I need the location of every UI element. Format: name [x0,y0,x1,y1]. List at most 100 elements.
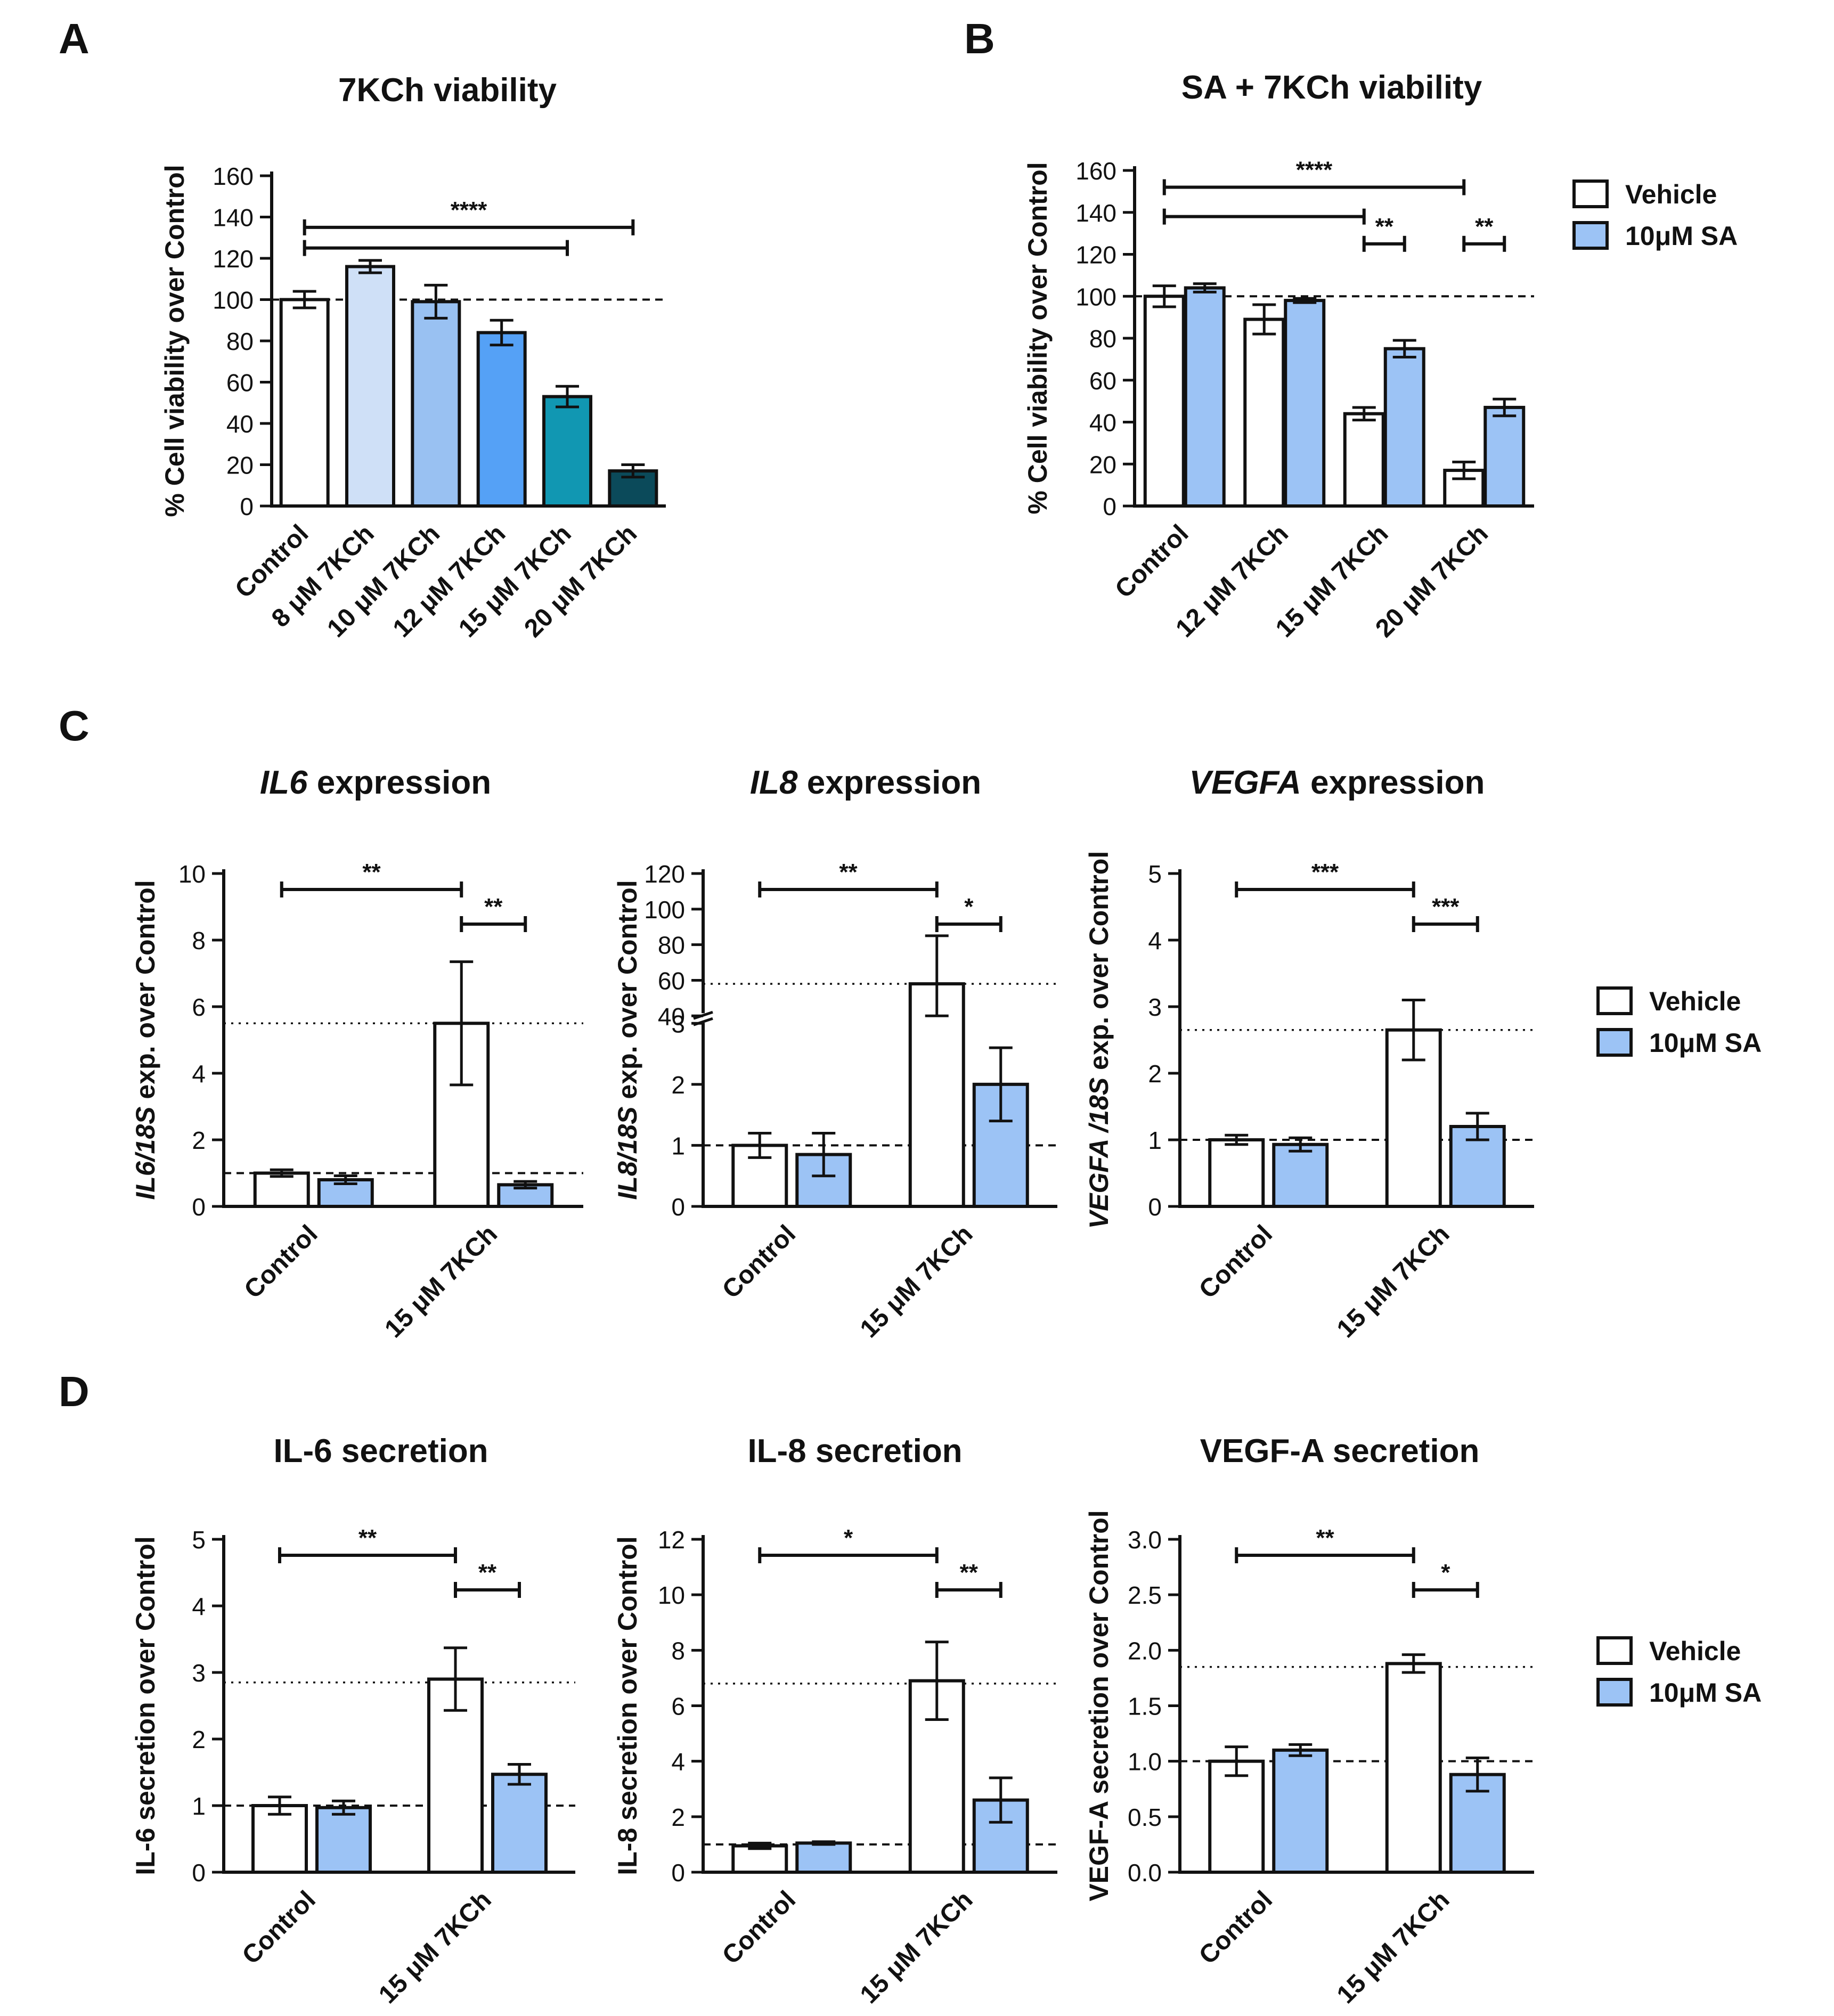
y-tick-label: 20 [1089,451,1116,478]
legend-label-sa: 10μM SA [1649,1678,1762,1708]
y-tick-label: 2.5 [1128,1581,1162,1609]
y-tick-label: 0 [671,1859,685,1887]
y-tick-label: 12 [658,1526,685,1554]
y-tick-label: 2.0 [1128,1637,1162,1664]
y-tick-label: 2 [671,1803,685,1831]
y-tick-label: 0 [1103,493,1116,520]
bar-sa-0 [795,1841,852,1874]
y-tick-label: 8 [671,1637,685,1664]
legend-c: Vehicle 10μM SA [1596,986,1762,1058]
bar-vehicle-2 [1343,412,1385,508]
chart-title-text: expression [307,764,491,801]
y-tick-label: 4 [671,1748,685,1776]
y-tick-label: 40 [1089,409,1116,437]
y-axis-label-gene: IL8/18S [613,1106,642,1199]
chart-title-text: expression [797,764,981,801]
legend-label-vehicle: Vehicle [1649,1636,1741,1666]
chart-title: SA + 7KCh viability [1181,69,1482,106]
y-axis-label-gene: VEGFA /18S [1084,1078,1114,1229]
y-tick-label: 2 [671,1071,685,1099]
legend-b: Vehicle 10μM SA [1572,179,1738,251]
chart-title: IL8 expression [750,764,981,801]
chart-title-gene: IL8 [750,764,798,801]
significance-label: **** [451,197,487,223]
y-tick-label: 2 [192,1127,206,1154]
legend-swatch-sa [1596,1028,1633,1057]
legend-swatch-sa [1572,221,1609,250]
y-tick-label: 8 [192,927,206,954]
y-tick-label: 100 [213,287,254,314]
bar-vehicle-1 [908,982,965,1209]
chart-4: VEGFA expression VEGFA /18S exp. over Con… [1084,764,1534,1343]
y-tick-label: 120 [213,245,254,273]
bar-vehicle-0 [253,1171,310,1208]
y-tick-label: 160 [1075,157,1116,185]
bar-sa-3 [1483,405,1526,508]
y-tick-label: 60 [1089,367,1116,395]
y-tick-label: 140 [1075,199,1116,227]
y-tick-label: 3 [1148,993,1162,1021]
significance-label: * [844,1525,853,1551]
bar-sa-2 [1383,347,1425,508]
y-tick-label: 10 [178,860,206,888]
chart-title: VEGF-A secretion [1200,1433,1480,1470]
chart-title-gene: VEGFA [1189,764,1301,801]
significance-label: ** [960,1560,979,1586]
y-tick-label: 20 [226,452,254,479]
legend-label-vehicle: Vehicle [1625,179,1717,209]
y-axis-label-text: exp. over Control [613,880,642,1106]
significance-label: ** [1475,214,1494,240]
y-axis-label-text: exp. over Control [1084,851,1114,1078]
panel-letter-C: C [59,702,89,749]
bar-vehicle-0 [251,1804,308,1874]
chart-title: VEGFA expression [1189,764,1485,801]
y-tick-label: 1.5 [1128,1693,1162,1720]
y-tick-label: 0 [192,1193,206,1221]
chart-title-text: expression [1301,764,1485,801]
significance-label: ** [362,859,381,885]
significance-label: ** [358,1525,377,1551]
y-axis-label: IL-6 secretion over Control [131,1536,160,1875]
y-tick-label: 0.0 [1128,1859,1162,1887]
panel-letter-B: B [964,15,995,62]
significance-label: * [1441,1560,1450,1586]
y-tick-label: 4 [192,1060,206,1088]
y-tick-label: 2 [192,1726,206,1753]
legend-label-vehicle: Vehicle [1649,986,1741,1016]
y-tick-label: 1 [1148,1127,1162,1154]
y-axis-label: VEGFA /18S exp. over Control [1084,851,1114,1229]
bar-group-2 [411,300,461,508]
y-tick-label: 10 [658,1581,685,1609]
y-tick-label: 6 [671,1693,685,1720]
chart-title: IL-8 secretion [747,1433,962,1470]
y-tick-label: 80 [658,932,685,959]
significance-label: ** [478,1560,497,1586]
significance-label: ** [1316,1525,1334,1551]
y-tick-label: 60 [658,967,685,994]
y-tick-label: 1.0 [1128,1748,1162,1776]
bar-vehicle-1 [1385,1662,1442,1874]
legend-d: Vehicle 10μM SA [1596,1636,1762,1708]
significance-label: ** [484,894,503,920]
significance-label: * [964,894,974,920]
y-tick-label: 1 [671,1132,685,1160]
legend-swatch-vehicle [1596,1636,1633,1665]
bar-vehicle-0 [1208,1759,1265,1874]
bar-sa-0 [1272,1748,1329,1874]
bar-group-4 [542,395,592,508]
y-tick-label: 0 [192,1859,206,1887]
bar-vehicle-3 [1443,469,1485,508]
significance-label: ** [839,859,858,885]
y-axis-label: % Cell viability over Control [160,165,190,517]
y-tick-label: 0.5 [1128,1803,1162,1831]
y-tick-label: 3.0 [1128,1526,1162,1554]
bar-vehicle-0 [1143,295,1185,508]
y-axis-label: IL8/18S exp. over Control [613,880,642,1199]
y-tick-label: 100 [644,896,685,924]
y-axis-label-gene: IL6/18S [131,1106,160,1199]
legend-label-sa: 10μM SA [1649,1028,1762,1058]
bar-vehicle-1 [1243,317,1285,508]
legend-swatch-sa [1596,1678,1633,1707]
y-tick-label: 2 [1148,1060,1162,1088]
